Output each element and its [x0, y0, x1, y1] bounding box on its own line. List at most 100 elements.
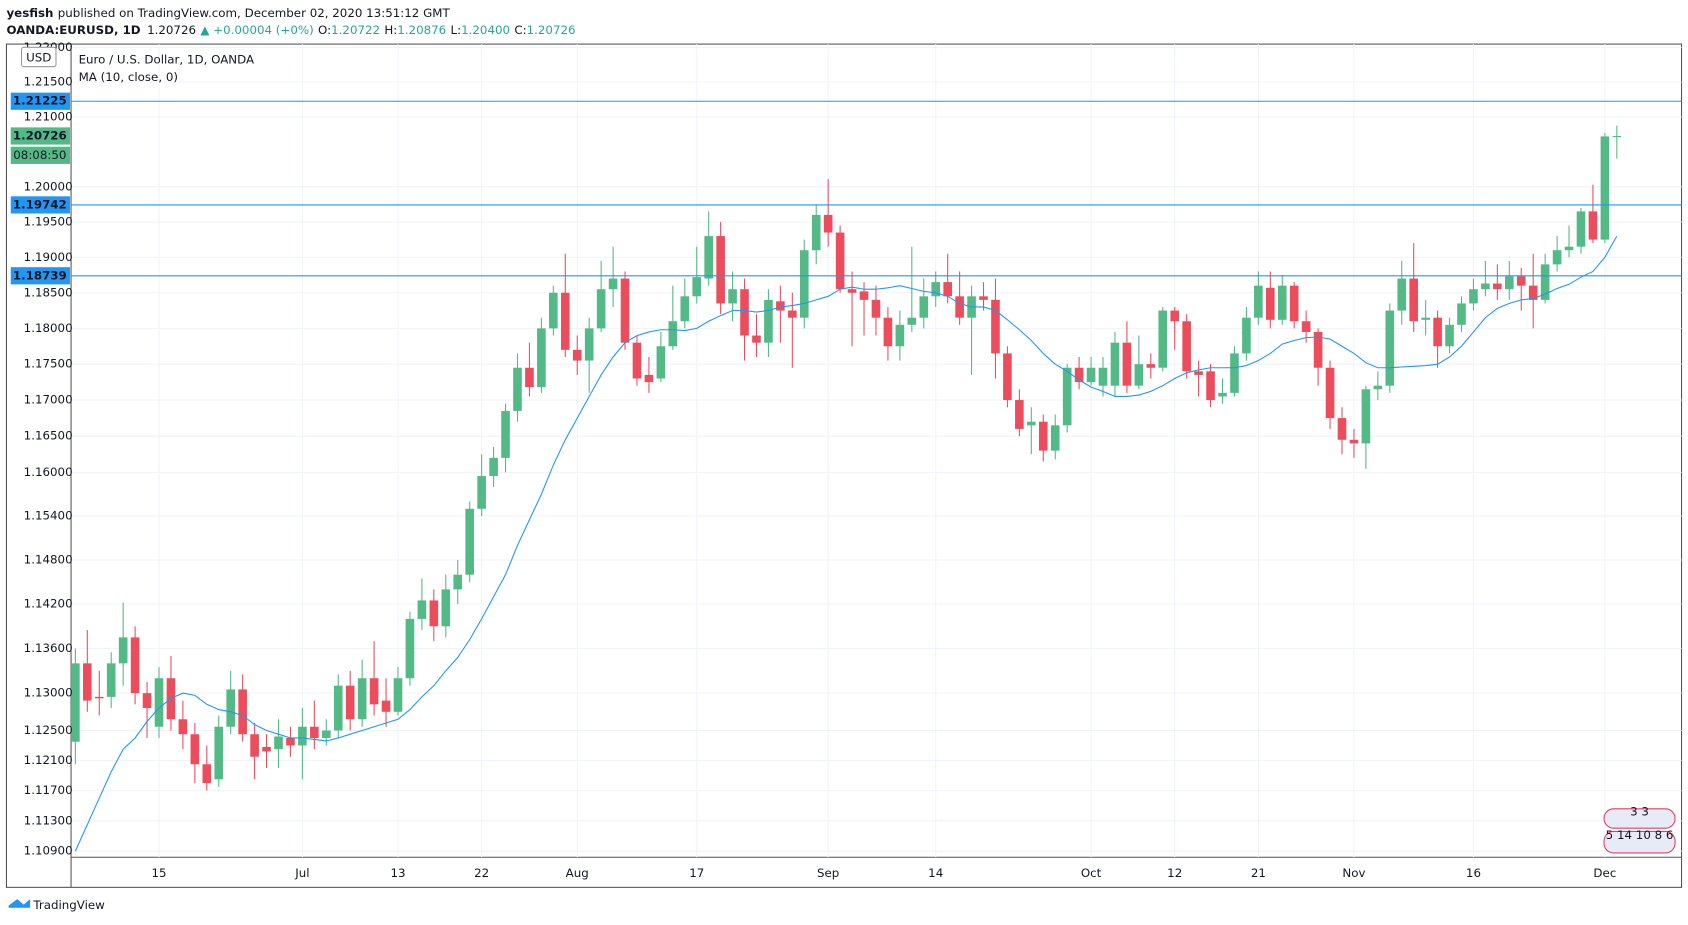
y-tick-label: 1.10900: [24, 844, 73, 858]
candle-body: [1433, 317, 1442, 347]
x-tick-label: Aug: [566, 866, 589, 880]
candle-body: [1158, 310, 1168, 368]
candle-body: [357, 678, 367, 720]
candle-body: [847, 289, 857, 293]
candle-body: [584, 328, 594, 361]
candle-body: [1325, 367, 1335, 419]
candle-body: [1540, 264, 1550, 300]
candle-body: [692, 277, 702, 297]
candle-body: [477, 476, 486, 509]
candle-body: [465, 508, 474, 575]
candle-body: [1349, 439, 1359, 444]
o-label: O:: [318, 23, 331, 37]
candle-body: [238, 689, 247, 735]
candle-body: [859, 291, 869, 300]
candle-body: [369, 678, 379, 705]
candle-body: [704, 236, 713, 279]
badge: [1603, 808, 1676, 829]
candle-body: [1409, 278, 1419, 322]
currency: USD: [26, 51, 51, 65]
candle-body: [262, 746, 271, 752]
candle-body: [776, 301, 785, 311]
candle-body: [1493, 283, 1502, 290]
candle-body: [417, 600, 427, 619]
candle-body: [752, 335, 761, 343]
last-price-box: [10, 127, 70, 145]
y-tick-label: 1.18000: [24, 321, 73, 335]
candle-body: [1050, 425, 1060, 451]
candle-body: [728, 289, 737, 304]
y-tick-label: 1.12100: [24, 753, 73, 767]
level-label-box: [10, 196, 70, 214]
level-label: 1.19742: [13, 197, 67, 211]
level-label: 1.18739: [13, 268, 67, 282]
candle-body: [1242, 317, 1251, 354]
candle-body: [286, 737, 295, 746]
candle-body: [1182, 321, 1191, 372]
candle-body: [1337, 418, 1347, 440]
x-tick-label: 22: [474, 866, 489, 880]
candle-body: [250, 734, 259, 757]
countdown: 08:08:50: [13, 148, 66, 162]
candle-body: [1170, 310, 1180, 322]
y-tick-label: 1.21000: [24, 109, 73, 123]
countdown-box: [10, 146, 70, 164]
candle-body: [1516, 276, 1526, 286]
published: published on TradingView.com, December 0…: [58, 5, 451, 19]
level-label: 1.21225: [13, 94, 67, 108]
badge-text: 3 3: [1630, 805, 1649, 819]
candle-body: [453, 574, 463, 590]
candle-body: [381, 700, 391, 712]
candle-body: [1313, 331, 1323, 368]
candle-body: [549, 292, 558, 329]
candle-body: [764, 299, 773, 343]
y-tick-label: 1.16000: [24, 465, 73, 479]
candle-body: [955, 296, 964, 318]
x-tick-label: 12: [1167, 866, 1182, 880]
candle-body: [871, 299, 881, 318]
candle-body: [1469, 289, 1478, 304]
candle-body: [596, 289, 606, 329]
o: 1.20722: [331, 23, 380, 37]
candle-body: [1576, 211, 1586, 247]
candle-body: [1254, 285, 1263, 318]
y-tick-label: 1.17500: [24, 357, 73, 371]
ma-line: [74, 235, 1618, 852]
candle-body: [1218, 392, 1227, 397]
candle-body: [1445, 324, 1454, 347]
candle-body: [106, 663, 116, 697]
grid: [71, 44, 1682, 858]
candle-body: [537, 328, 546, 388]
change: ▲ +0.00004 (+0%): [200, 23, 313, 37]
candle-body: [1301, 321, 1311, 332]
candle-body: [680, 296, 690, 322]
candle-body: [83, 663, 92, 701]
currency-box: [20, 46, 57, 68]
candle-body: [142, 693, 152, 709]
candle-body: [1074, 367, 1084, 383]
candle-body: [620, 278, 630, 343]
candle-body: [632, 342, 642, 379]
candle-body: [1600, 136, 1610, 240]
candle-body: [740, 289, 749, 336]
candle-body: [895, 324, 905, 347]
candle-body: [1146, 364, 1156, 368]
y-tick-label: 1.17000: [24, 393, 73, 407]
candle-body: [178, 719, 188, 735]
last-price: 1.20726: [13, 128, 67, 142]
candle-body: [429, 600, 439, 627]
y-tick-label: 1.16500: [24, 429, 73, 443]
header-line: yesfish published on TradingView.com, Dec…: [6, 5, 450, 19]
x-tick-label: Nov: [1342, 866, 1365, 880]
candle-body: [835, 232, 845, 290]
candle-body: [1481, 283, 1490, 290]
candle-body: [907, 317, 917, 325]
candle-body: [1457, 303, 1466, 325]
candle-body: [1134, 364, 1144, 386]
candle-body: [154, 678, 164, 727]
candle-body: [1086, 367, 1096, 383]
candle-body: [501, 410, 510, 458]
candle-body: [1612, 135, 1622, 138]
event-badges: 3 3 5 14 10 8 6: [1603, 805, 1676, 854]
candle-body: [1122, 342, 1132, 386]
